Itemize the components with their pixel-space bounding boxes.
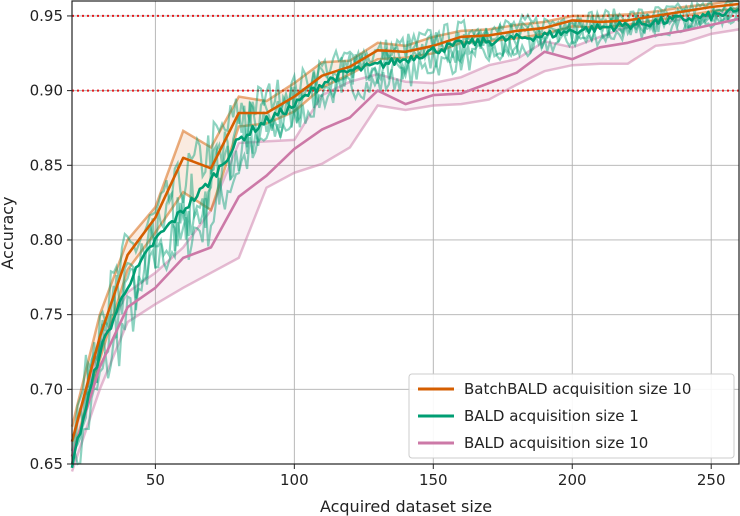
series-line (70, 2, 740, 442)
y-tick-label: 0.80 (30, 231, 63, 249)
confidence-band (72, 10, 739, 472)
y-tick-label: 0.65 (30, 455, 63, 473)
mean-lines (70, 2, 740, 469)
series-line (70, 7, 740, 469)
legend-label: BALD acquisition size 10 (464, 434, 648, 452)
y-tick-label: 0.85 (30, 156, 63, 174)
legend-label: BALD acquisition size 1 (464, 407, 639, 425)
x-tick-label: 200 (558, 471, 587, 489)
plot-frame (71, 0, 740, 465)
y-tick-label: 0.75 (30, 306, 63, 324)
y-tick-label: 0.95 (30, 7, 63, 25)
x-tick-label: 150 (419, 471, 448, 489)
trial-line (70, 11, 740, 466)
series-line (70, 17, 740, 457)
x-tick-label: 50 (146, 471, 165, 489)
trial-line (70, 2, 740, 465)
y-tick-label: 0.70 (30, 380, 63, 398)
axis-ticks: 50 100 150 200 250 0.65 0.70 0.75 0.80 0.85 0.90 0.… (30, 7, 726, 489)
legend-box (408, 373, 735, 459)
trial-line (70, 28, 740, 472)
x-tick-label: 250 (697, 471, 726, 489)
legend: BatchBALD acquisition size 10 BALD acquis… (408, 373, 735, 459)
y-tick-label: 0.90 (30, 82, 63, 100)
legend-label: BatchBALD acquisition size 10 (464, 380, 691, 398)
y-axis-title: Accuracy (0, 196, 17, 269)
x-tick-label: 100 (280, 471, 309, 489)
x-axis-title: Acquired dataset size (320, 497, 492, 516)
trial-line (70, 0, 740, 428)
reference-lines (72, 14, 739, 92)
